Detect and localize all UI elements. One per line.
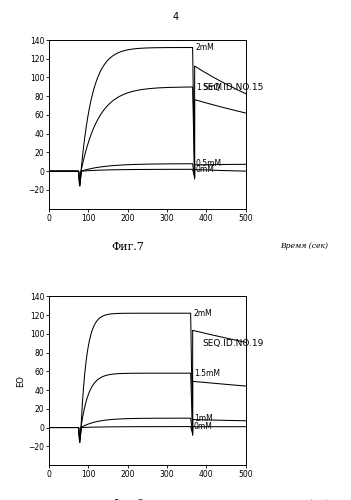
Text: 2mM: 2mM: [194, 308, 213, 318]
Text: 1.5mM: 1.5mM: [196, 82, 222, 92]
Text: SEQ.ID.NO.15: SEQ.ID.NO.15: [203, 82, 264, 92]
Text: Время (сек): Время (сек): [280, 498, 328, 500]
Text: 4: 4: [172, 12, 179, 22]
Text: Время (сек): Время (сек): [280, 242, 328, 250]
Text: SEQ.ID.NO.19: SEQ.ID.NO.19: [203, 339, 264, 348]
Text: Фиг.8: Фиг.8: [111, 498, 144, 500]
Text: 0mM: 0mM: [196, 165, 215, 174]
Text: 1mM: 1mM: [194, 414, 213, 422]
Text: 1.5mM: 1.5mM: [194, 368, 220, 378]
Y-axis label: EO: EO: [16, 374, 26, 386]
Text: 0.5mM: 0.5mM: [196, 159, 222, 168]
Text: 0mM: 0mM: [194, 422, 213, 431]
Text: Фиг.7: Фиг.7: [111, 242, 144, 252]
Text: 2mM: 2mM: [196, 43, 214, 52]
